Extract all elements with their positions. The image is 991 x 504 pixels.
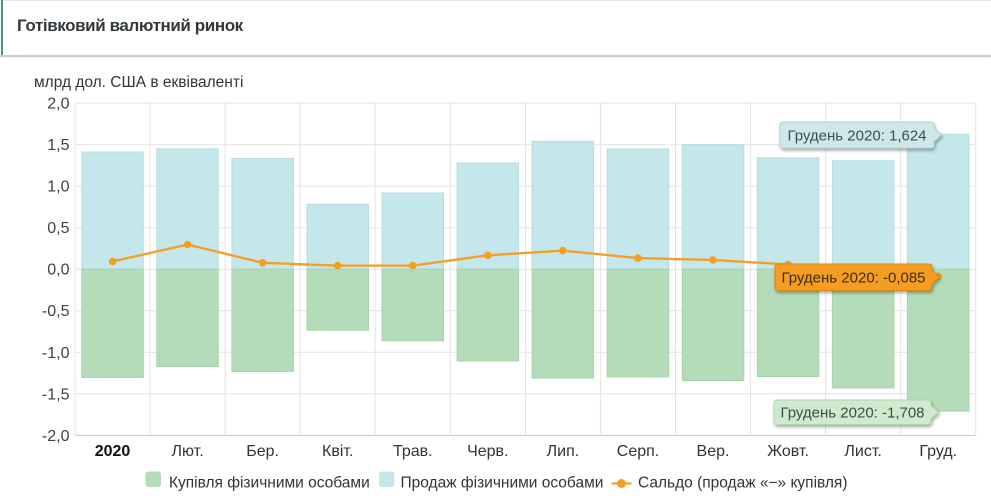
svg-text:Жовт.: Жовт. — [767, 443, 809, 460]
svg-text:млрд дол. США в еквіваленті: млрд дол. США в еквіваленті — [34, 74, 243, 91]
svg-text:Вер.: Вер. — [697, 443, 730, 460]
svg-text:Квіт.: Квіт. — [322, 443, 353, 460]
svg-text:0,5: 0,5 — [47, 220, 69, 237]
svg-text:0,0: 0,0 — [47, 262, 69, 279]
svg-text:Груд.: Груд. — [919, 443, 957, 460]
svg-text:Сальдо (продаж «−» купівля): Сальдо (продаж «−» купівля) — [638, 475, 848, 492]
svg-text:Черв.: Черв. — [467, 443, 508, 460]
svg-text:Купівля фізичними особами: Купівля фізичними особами — [169, 475, 370, 492]
svg-text:-2,0: -2,0 — [42, 428, 70, 445]
svg-text:-1,5: -1,5 — [42, 386, 70, 403]
svg-text:Лип.: Лип. — [547, 443, 580, 460]
svg-text:Лист.: Лист. — [844, 443, 881, 460]
svg-text:Бер.: Бер. — [246, 443, 279, 460]
svg-text:-1,0: -1,0 — [42, 345, 70, 362]
svg-text:Грудень 2020: -0,085: Грудень 2020: -0,085 — [781, 270, 925, 287]
svg-text:Трав.: Трав. — [393, 443, 433, 460]
svg-text:Грудень 2020: -1,708: Грудень 2020: -1,708 — [780, 405, 924, 422]
svg-text:Грудень 2020: 1,624: Грудень 2020: 1,624 — [787, 127, 926, 144]
svg-text:2020: 2020 — [95, 443, 131, 460]
svg-text:Серп.: Серп. — [617, 443, 659, 460]
svg-text:Лют.: Лют. — [172, 443, 204, 460]
svg-text:1,5: 1,5 — [47, 137, 69, 154]
svg-text:1,0: 1,0 — [47, 179, 69, 196]
svg-text:Продаж фізичними особами: Продаж фізичними особами — [401, 475, 604, 492]
svg-text:-0,5: -0,5 — [42, 303, 70, 320]
svg-text:2,0: 2,0 — [47, 96, 69, 113]
